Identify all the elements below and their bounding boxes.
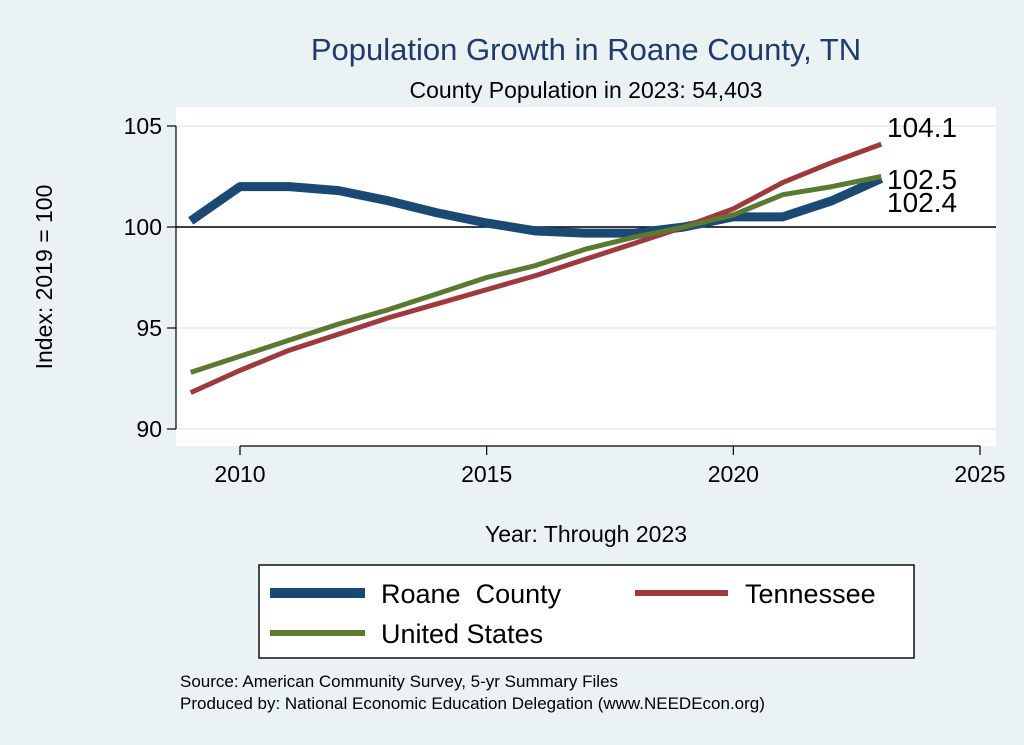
series-layer	[188, 141, 884, 395]
x-tick-label-2010: 2010	[214, 461, 265, 487]
axes: 90 95 100 105 2010 2015 2020 2025	[124, 113, 1006, 487]
end-label-united-states: 102.5	[887, 164, 957, 195]
chart-title: Population Growth in Roane County, TN	[311, 32, 861, 67]
x-axis-title: Year: Through 2023	[485, 521, 687, 547]
x-tick-label-2025: 2025	[954, 461, 1005, 487]
end-label-tennessee: 104.1	[887, 112, 957, 143]
legend-label-united-states: United States	[381, 619, 543, 649]
legend: Roane County Tennessee United States	[258, 564, 915, 659]
legend-box	[258, 564, 915, 659]
y-tick-label-90: 90	[136, 416, 162, 442]
end-label-roane-county: 102.4	[887, 187, 957, 218]
x-tick-label-2020: 2020	[708, 461, 759, 487]
series-line-roane-county	[188, 174, 884, 238]
chart-subtitle: County Population in 2023: 54,403	[410, 77, 763, 103]
plot-area	[176, 107, 996, 446]
series-line-tennessee	[189, 141, 883, 395]
y-tick-label-100: 100	[124, 214, 162, 240]
source-note: Source: American Community Survey, 5-yr …	[180, 672, 618, 691]
y-tick-label-95: 95	[136, 315, 162, 341]
legend-label-roane-county: Roane County	[381, 579, 562, 609]
x-tick-label-2015: 2015	[461, 461, 512, 487]
legend-label-tennessee: Tennessee	[745, 579, 876, 609]
end-labels: 104.1 102.5 102.4	[887, 112, 957, 218]
y-tick-label-105: 105	[124, 113, 162, 139]
y-axis-title: Index: 2019 = 100	[31, 185, 57, 370]
series-line-united-states	[189, 174, 882, 375]
producer-note: Produced by: National Economic Education…	[180, 694, 765, 713]
